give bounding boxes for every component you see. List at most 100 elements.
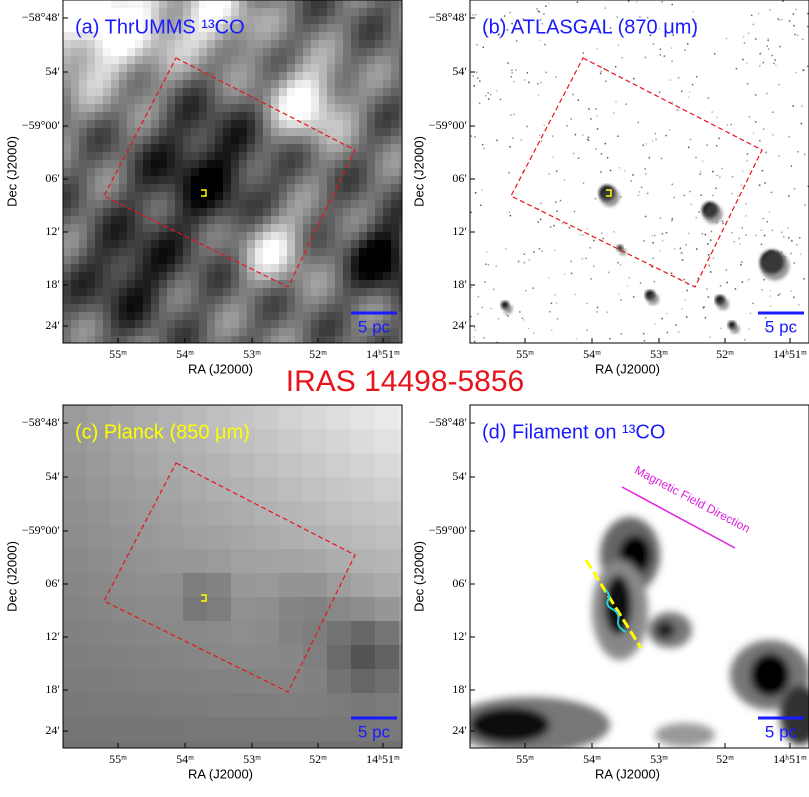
y-tick-label: 54′	[45, 469, 60, 483]
pixel	[151, 280, 160, 289]
pixel	[95, 120, 104, 129]
pixel	[151, 120, 160, 129]
pixel	[239, 40, 248, 49]
pixel	[111, 296, 120, 305]
pixel	[143, 192, 152, 201]
pixel	[367, 40, 376, 49]
pixel	[343, 56, 352, 65]
speck	[706, 288, 708, 290]
pixel	[231, 144, 240, 153]
pixel	[343, 184, 352, 193]
pixel	[367, 224, 376, 233]
pixel	[351, 645, 376, 670]
speck	[716, 175, 718, 177]
speck	[671, 220, 673, 222]
speck	[556, 210, 558, 212]
pixel	[359, 56, 368, 65]
pixel	[63, 136, 72, 145]
pixel	[79, 128, 88, 137]
pixel	[255, 80, 264, 89]
pixel	[95, 296, 104, 305]
pixel	[143, 296, 152, 305]
pixel	[215, 64, 224, 73]
pixel	[279, 573, 304, 598]
pixel	[335, 8, 344, 17]
speck	[474, 136, 476, 138]
pixel	[399, 256, 408, 265]
pixel	[255, 296, 264, 305]
pixel	[159, 176, 168, 185]
pixel	[127, 296, 136, 305]
pixel	[175, 48, 184, 57]
pixel	[263, 112, 272, 121]
pixel	[319, 8, 328, 17]
pixel	[327, 477, 352, 502]
pixel	[223, 48, 232, 57]
pixel	[367, 136, 376, 145]
pixel	[191, 272, 200, 281]
pixel	[207, 288, 216, 297]
speck	[528, 328, 530, 330]
pixel	[335, 240, 344, 249]
pixel	[143, 176, 152, 185]
pixel	[71, 304, 80, 313]
pixel	[391, 208, 400, 217]
pixel	[175, 288, 184, 297]
pixel	[279, 160, 288, 169]
pixel	[231, 669, 256, 694]
y-tick-label: −58°48′	[22, 415, 61, 429]
pixel	[95, 256, 104, 265]
speck	[597, 128, 599, 130]
pixel	[279, 312, 288, 321]
pixel	[279, 525, 304, 550]
pixel	[351, 184, 360, 193]
pixel	[71, 256, 80, 265]
pixel	[351, 429, 376, 454]
pixel	[207, 573, 232, 598]
pixel	[383, 296, 392, 305]
pixel	[391, 24, 400, 33]
pixel	[183, 200, 192, 209]
pixel	[215, 240, 224, 249]
pixel	[135, 256, 144, 265]
pixel	[359, 304, 368, 313]
pixel	[135, 232, 144, 241]
pixel	[319, 136, 328, 145]
pixel	[279, 8, 288, 17]
speck	[710, 271, 712, 273]
pixel	[399, 240, 408, 249]
pixel	[151, 168, 160, 177]
speck	[485, 263, 487, 265]
pixel	[255, 288, 264, 297]
pixel	[231, 104, 240, 113]
pixel	[391, 152, 400, 161]
pixel	[167, 40, 176, 49]
pixel	[255, 232, 264, 241]
image-panel: (c) Planck (850 μm)5 pc	[63, 405, 424, 766]
pixel	[63, 24, 72, 33]
pixel	[295, 280, 304, 289]
pixel	[199, 56, 208, 65]
pixel	[255, 597, 280, 622]
pixel	[359, 224, 368, 233]
speck	[689, 191, 691, 193]
speck	[605, 7, 607, 9]
pixel	[207, 128, 216, 137]
pixel	[247, 176, 256, 185]
pixel	[383, 264, 392, 273]
pixel	[343, 264, 352, 273]
pixel	[255, 216, 264, 225]
pixel	[207, 256, 216, 265]
pixel	[247, 216, 256, 225]
pixel	[287, 144, 296, 153]
x-tick-label: 52ᵐ	[309, 752, 327, 766]
pixel	[159, 296, 168, 305]
pixel	[239, 320, 248, 329]
pixel	[295, 168, 304, 177]
pixel	[319, 288, 328, 297]
pixel	[383, 40, 392, 49]
pixel	[119, 288, 128, 297]
speck	[605, 81, 607, 83]
speck	[727, 124, 729, 126]
pixel	[207, 136, 216, 145]
